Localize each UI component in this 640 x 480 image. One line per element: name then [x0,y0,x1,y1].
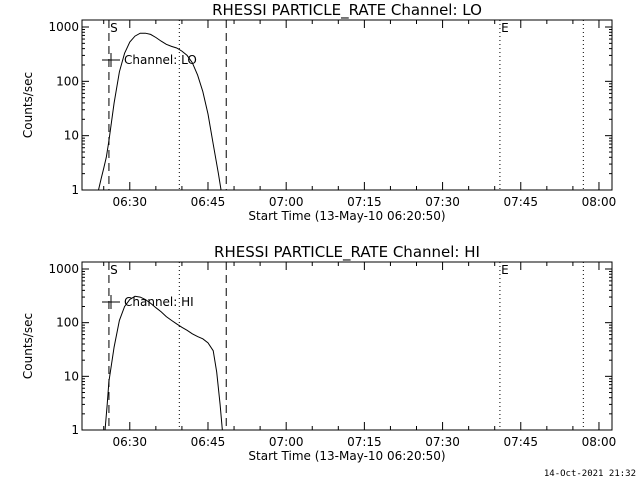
chart-title: RHESSI PARTICLE_RATE Channel: HI [214,243,480,262]
chart-panel-lo: RHESSI PARTICLE_RATE Channel: LO 1 10 100 10… [21,1,616,223]
plot-frame [81,261,613,431]
chart-title: RHESSI PARTICLE_RATE Channel: LO [212,1,482,20]
y-tick-label: 1 [71,183,79,197]
x-tick-label: 06:30 [112,195,147,209]
series-line [104,295,223,430]
x-tick-label: 07:45 [503,195,538,209]
y-axis-label: Counts/sec [21,72,35,138]
x-tick-label: 08:00 [582,435,617,449]
marker-label: S [110,21,118,35]
x-axis-label: Start Time (13-May-10 06:20:50) [248,209,445,223]
x-tick-label: 07:15 [347,435,382,449]
x-tick-label: 07:00 [269,435,304,449]
x-tick-label: 06:45 [191,435,226,449]
series-line [98,32,222,190]
marker-label: S [110,263,118,277]
plot-frame [81,19,613,191]
x-tick-label: 07:30 [425,435,460,449]
x-tick-label: 07:00 [269,195,304,209]
marker-label: E [501,263,509,277]
chart-panel-hi: RHESSI PARTICLE_RATE Channel: HI 1 10 100 10… [21,243,616,463]
y-tick-label: 100 [56,316,79,330]
y-tick-label: 10 [64,129,79,143]
y-tick-label: 1 [71,423,79,437]
x-tick-label: 08:00 [582,195,617,209]
footer-timestamp: 14-Oct-2021 21:32 [544,469,636,479]
x-tick-label: 06:45 [191,195,226,209]
x-tick-label: 07:15 [347,195,382,209]
x-axis-label: Start Time (13-May-10 06:20:50) [248,449,445,463]
x-tick-label: 07:30 [425,195,460,209]
y-tick-label: 1000 [48,262,79,276]
x-tick-label: 07:45 [503,435,538,449]
marker-label: E [501,21,509,35]
x-tick-label: 06:30 [112,435,147,449]
legend-label: Channel: LO [124,53,197,67]
y-axis-label: Counts/sec [21,313,35,379]
y-tick-label: 1000 [48,20,79,34]
y-tick-label: 100 [56,74,79,88]
legend-label: Channel: HI [124,295,194,309]
y-tick-label: 10 [64,369,79,383]
